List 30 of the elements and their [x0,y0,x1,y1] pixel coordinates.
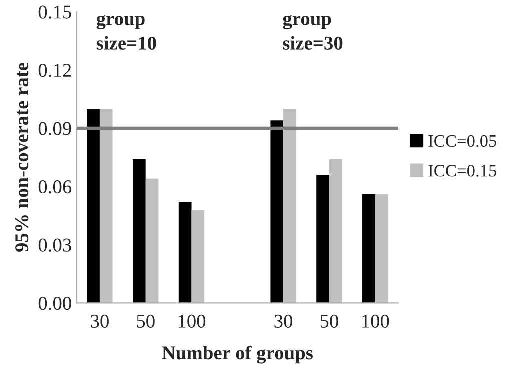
x-tick-label: 50 [137,314,155,328]
x-tick-label: 30 [91,314,109,328]
y-tick-label: 0.06 [38,180,72,194]
x-tick-label: 50 [320,314,338,328]
x-tick-label: 30 [274,314,293,328]
bar [100,108,113,304]
legend-label: ICC=0.15 [428,165,497,177]
y-tick-label: 0.09 [38,122,72,136]
y-tick-label: 0.12 [38,64,72,78]
bar [316,175,330,304]
bar [284,108,296,304]
bar [192,210,205,304]
x-axis-title: Number of groups [162,346,314,364]
x-tick-label: 100 [362,314,390,328]
legend-label: ICC=0.05 [428,135,497,148]
bar [329,159,342,304]
y-tick-label: 0.15 [38,6,72,19]
bar [133,159,146,304]
annotation: group size=30 [283,15,343,50]
bar [87,108,100,304]
y-axis-title: 95% non-coverate rate [15,63,29,252]
bar [270,120,284,304]
bar [375,194,388,304]
bar [362,194,376,304]
annotation: group size=10 [96,15,156,50]
x-tick-label: 100 [178,314,206,328]
y-tick-label: 0.03 [38,238,72,252]
bar [146,178,159,304]
bar [178,202,192,304]
y-tick-label: 0.00 [38,296,72,310]
